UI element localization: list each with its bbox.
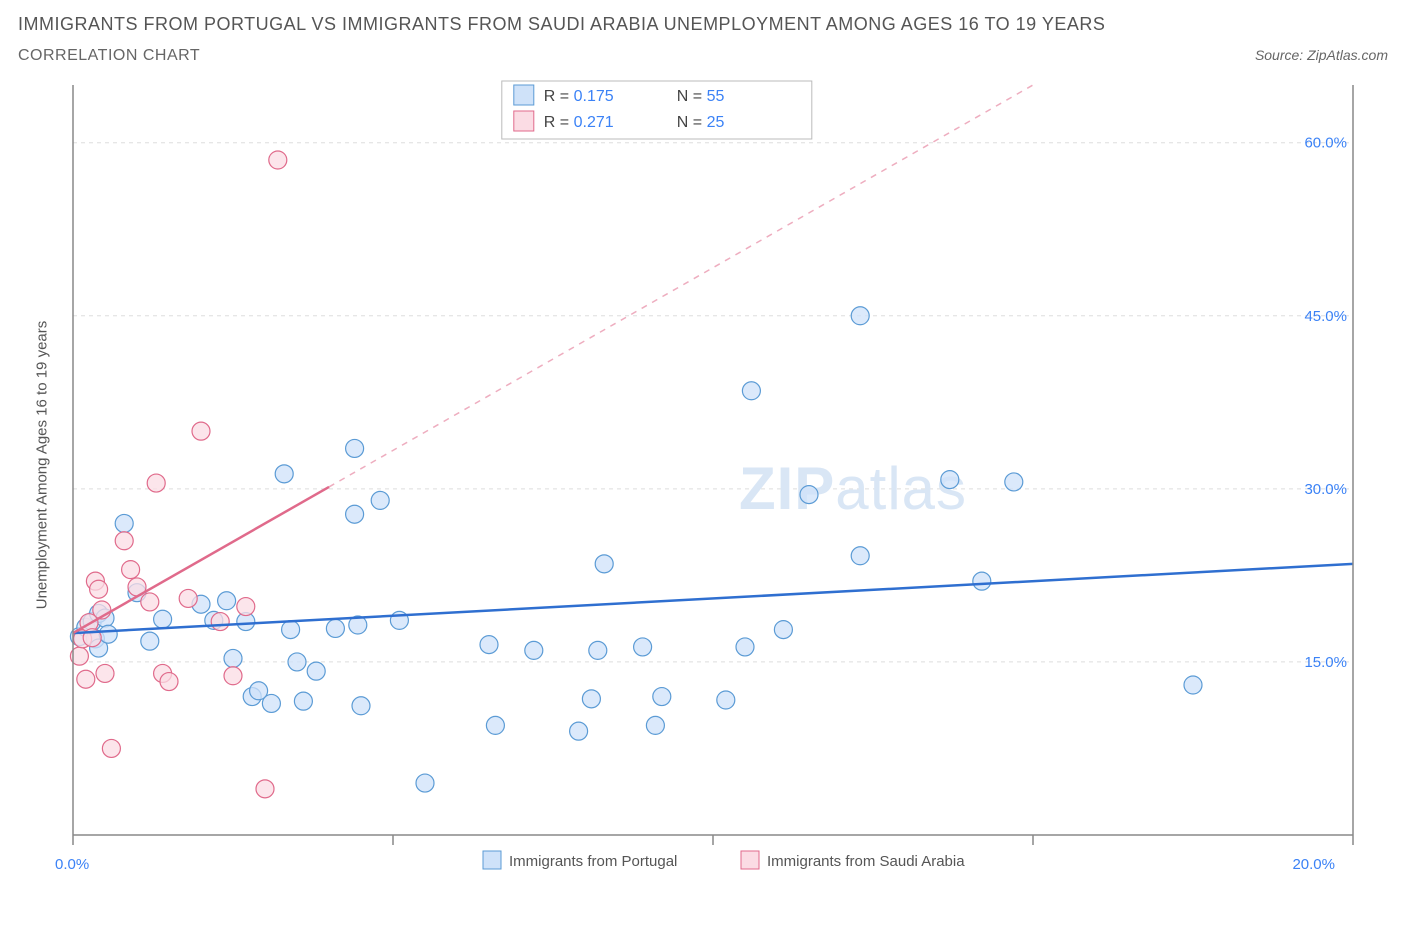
scatter-point-portugal — [480, 636, 498, 654]
scatter-point-portugal — [371, 491, 389, 509]
scatter-point-portugal — [525, 641, 543, 659]
bottom-legend-label-saudi: Immigrants from Saudi Arabia — [767, 853, 965, 870]
scatter-point-saudi — [179, 589, 197, 607]
scatter-point-portugal — [653, 688, 671, 706]
scatter-point-portugal — [262, 694, 280, 712]
scatter-point-saudi — [122, 561, 140, 579]
source-name: ZipAtlas.com — [1307, 47, 1388, 63]
scatter-point-saudi — [192, 422, 210, 440]
bottom-legend-label-portugal: Immigrants from Portugal — [509, 853, 677, 870]
scatter-point-portugal — [288, 653, 306, 671]
scatter-point-saudi — [115, 532, 133, 550]
legend-n-saudi: N = 25 — [677, 114, 725, 131]
scatter-point-saudi — [224, 667, 242, 685]
scatter-point-portugal — [275, 465, 293, 483]
scatter-point-portugal — [486, 716, 504, 734]
scatter-point-portugal — [352, 697, 370, 715]
scatter-point-portugal — [1184, 676, 1202, 694]
scatter-point-portugal — [774, 621, 792, 639]
scatter-point-saudi — [256, 780, 274, 798]
scatter-point-saudi — [96, 664, 114, 682]
scatter-point-portugal — [800, 486, 818, 504]
scatter-point-portugal — [294, 692, 312, 710]
chart-title: IMMIGRANTS FROM PORTUGAL VS IMMIGRANTS F… — [18, 14, 1388, 35]
scatter-point-portugal — [141, 632, 159, 650]
y-tick-label: 45.0% — [1304, 308, 1347, 325]
scatter-point-portugal — [582, 690, 600, 708]
scatter-point-saudi — [160, 673, 178, 691]
scatter-point-portugal — [851, 307, 869, 325]
scatter-chart-svg: ZIPatlas 0.0% 20.0% 15.0% 30.0% 45.0% 60.0% R =… — [18, 75, 1388, 895]
scatter-point-portugal — [736, 638, 754, 656]
scatter-point-portugal — [742, 382, 760, 400]
scatter-point-saudi — [77, 670, 95, 688]
scatter-point-saudi — [141, 593, 159, 611]
scatter-point-portugal — [634, 638, 652, 656]
y-tick-label: 15.0% — [1304, 654, 1347, 671]
scatter-point-portugal — [941, 471, 959, 489]
scatter-point-portugal — [326, 619, 344, 637]
watermark: ZIPatlas — [739, 455, 967, 522]
trend-line-dashed-saudi — [329, 85, 1033, 487]
scatter-point-portugal — [973, 572, 991, 590]
scatter-point-saudi — [211, 613, 229, 631]
scatter-point-saudi — [269, 151, 287, 169]
scatter-point-portugal — [346, 439, 364, 457]
scatter-point-portugal — [570, 722, 588, 740]
scatter-point-saudi — [90, 580, 108, 598]
bottom-legend-swatch-saudi — [741, 851, 759, 869]
scatter-point-portugal — [224, 649, 242, 667]
scatter-point-portugal — [99, 625, 117, 643]
legend-r-saudi: R = 0.271 — [544, 114, 614, 131]
chart-subtitle: CORRELATION CHART — [18, 47, 200, 65]
scatter-point-portugal — [1005, 473, 1023, 491]
bottom-legend-swatch-portugal — [483, 851, 501, 869]
y-tick-label: 60.0% — [1304, 135, 1347, 152]
trend-line-portugal — [73, 564, 1353, 633]
scatter-point-saudi — [237, 598, 255, 616]
scatter-point-portugal — [218, 592, 236, 610]
scatter-point-portugal — [595, 555, 613, 573]
scatter-point-portugal — [154, 610, 172, 628]
legend-swatch-saudi — [514, 111, 534, 131]
scatter-point-portugal — [307, 662, 325, 680]
scatter-point-portugal — [717, 691, 735, 709]
x-tick-label: 0.0% — [55, 856, 89, 873]
legend-swatch-portugal — [514, 85, 534, 105]
source-prefix: Source: — [1255, 47, 1307, 63]
x-tick-label: 20.0% — [1292, 856, 1335, 873]
legend-n-portugal: N = 55 — [677, 88, 725, 105]
y-axis-label: Unemployment Among Ages 16 to 19 years — [34, 321, 51, 610]
scatter-point-portugal — [646, 716, 664, 734]
chart-area: Unemployment Among Ages 16 to 19 years Z… — [18, 75, 1388, 895]
scatter-point-saudi — [147, 474, 165, 492]
source-credit: Source: ZipAtlas.com — [1255, 47, 1388, 63]
scatter-point-portugal — [589, 641, 607, 659]
legend-r-portugal: R = 0.175 — [544, 88, 614, 105]
scatter-point-portugal — [346, 505, 364, 523]
y-tick-label: 30.0% — [1304, 481, 1347, 498]
scatter-point-portugal — [282, 621, 300, 639]
scatter-point-portugal — [115, 514, 133, 532]
scatter-point-saudi — [102, 739, 120, 757]
scatter-point-portugal — [851, 547, 869, 565]
scatter-point-portugal — [416, 774, 434, 792]
